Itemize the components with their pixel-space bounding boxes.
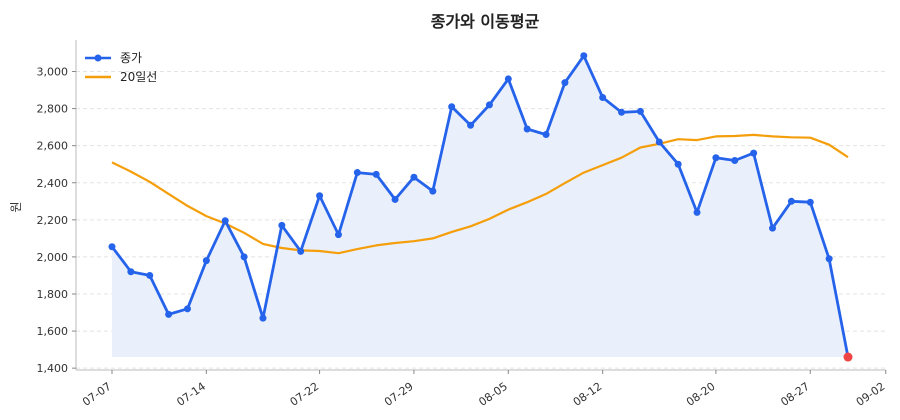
axes	[75, 40, 886, 371]
y-axis-label: 원	[9, 201, 23, 212]
x-ticks: 07-07 07-14 07-22 07-29 08-05 08-12 08-20 08-27…	[80, 370, 887, 409]
close-series	[108, 52, 853, 362]
x-tick-label: 08-20	[684, 380, 718, 409]
close-point	[353, 169, 361, 177]
close-point	[542, 131, 550, 139]
close-last-point	[843, 352, 853, 362]
close-point	[618, 108, 626, 116]
ma20-series	[111, 133, 849, 255]
close-point	[259, 314, 267, 322]
close-point	[636, 107, 644, 115]
close-point	[485, 101, 493, 109]
legend: 종가 20일선	[85, 51, 157, 84]
close-point	[127, 268, 135, 276]
x-tick-label: 07-22	[288, 380, 322, 409]
close-point	[278, 221, 286, 229]
close-point	[580, 52, 588, 60]
x-tick-label: 07-14	[174, 380, 208, 409]
close-point	[655, 138, 663, 146]
close-point	[372, 170, 380, 178]
x-tick-label: 08-05	[476, 380, 510, 409]
close-point	[183, 305, 191, 313]
close-point	[240, 253, 248, 261]
close-point	[334, 231, 342, 239]
legend-ma-label: 20일선	[120, 70, 157, 84]
close-point	[674, 160, 682, 168]
y-tick-label: 1,600	[37, 325, 69, 338]
close-point	[202, 257, 210, 265]
close-point	[108, 243, 116, 251]
y-tick-label: 1,800	[37, 288, 69, 301]
ma20-line	[111, 133, 849, 255]
x-tick-label: 07-07	[80, 380, 114, 409]
close-point	[806, 198, 814, 206]
x-tick-label: 09-02	[854, 380, 888, 409]
chart-title: 종가와 이동평균	[431, 12, 540, 31]
y-tick-label: 2,200	[37, 214, 69, 227]
close-area-fill	[112, 55, 848, 358]
close-point	[221, 217, 229, 225]
close-point	[769, 224, 777, 232]
y-tick-label: 2,800	[37, 103, 69, 116]
close-area	[112, 55, 848, 358]
y-tick-label: 3,000	[37, 66, 69, 79]
legend-close-marker	[94, 54, 102, 62]
x-tick-label: 08-27	[778, 380, 812, 409]
close-point	[504, 75, 512, 83]
close-point	[750, 149, 758, 157]
close-point	[410, 173, 418, 181]
y-tick-label: 2,000	[37, 251, 69, 264]
y-ticks: 1,400 1,600 1,800 2,000 2,200 2,400 2,600 2,800…	[37, 66, 76, 375]
close-point	[429, 187, 437, 195]
y-tick-label: 1,400	[37, 362, 69, 375]
close-point	[467, 121, 475, 129]
x-tick-label: 07-29	[382, 380, 416, 409]
close-point	[787, 197, 795, 205]
close-point	[561, 79, 569, 87]
close-line	[110, 54, 850, 358]
y-tick-label: 2,400	[37, 177, 69, 190]
close-point	[731, 157, 739, 165]
close-point	[391, 195, 399, 203]
close-point	[165, 310, 173, 318]
close-point	[599, 93, 607, 101]
close-point	[825, 255, 833, 263]
y-tick-label: 2,600	[37, 140, 69, 153]
close-point	[146, 271, 154, 279]
legend-close-label: 종가	[120, 51, 142, 65]
x-tick-label: 08-12	[571, 380, 605, 409]
close-point	[316, 192, 324, 200]
close-point	[712, 154, 720, 162]
close-point	[523, 125, 531, 133]
close-point	[448, 103, 456, 111]
close-point	[693, 208, 701, 216]
close-point	[297, 247, 305, 255]
